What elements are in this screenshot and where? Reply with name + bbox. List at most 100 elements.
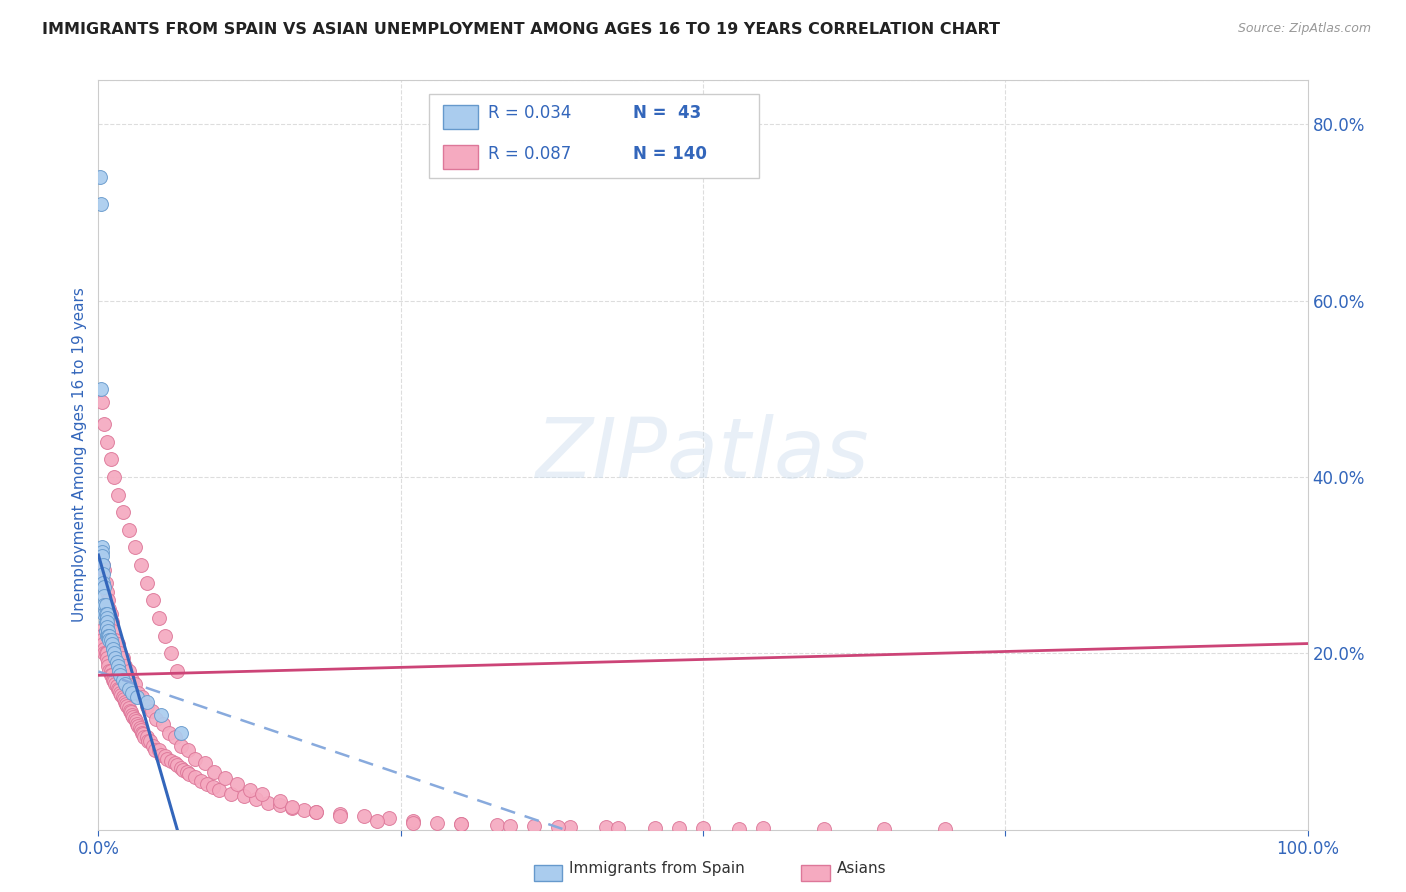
Point <box>96 646 118 660</box>
Point <box>91 629 114 643</box>
Point <box>103 674 125 689</box>
Point <box>93 641 115 656</box>
Point <box>129 723 152 737</box>
Point <box>329 806 352 821</box>
Point <box>486 818 509 832</box>
Point <box>96 607 118 621</box>
Point <box>105 655 128 669</box>
Point <box>135 699 157 714</box>
Point <box>129 558 152 573</box>
Point <box>135 730 157 744</box>
Point <box>728 822 751 836</box>
Point <box>426 815 449 830</box>
Point <box>226 777 249 791</box>
Point <box>169 761 191 775</box>
Point <box>121 686 143 700</box>
Point <box>450 817 472 831</box>
Point <box>595 820 617 834</box>
Point <box>89 170 111 185</box>
Point <box>89 624 111 639</box>
Point <box>150 747 173 762</box>
Point <box>96 434 118 449</box>
Point <box>194 756 217 771</box>
Point <box>105 679 128 693</box>
Point <box>214 772 236 786</box>
Point <box>169 739 191 753</box>
Point <box>132 727 155 741</box>
Point <box>93 646 115 660</box>
Point <box>98 633 121 648</box>
Point <box>93 589 115 603</box>
Text: Asians: Asians <box>837 862 886 876</box>
Point <box>136 734 159 748</box>
Point <box>96 650 118 665</box>
Point <box>523 819 546 833</box>
Point <box>100 633 122 648</box>
Point <box>93 580 115 594</box>
Point <box>91 545 114 559</box>
Point <box>104 650 127 665</box>
Text: N = 140: N = 140 <box>633 145 707 162</box>
Point <box>547 820 569 834</box>
Point <box>177 743 200 757</box>
Point <box>104 677 127 691</box>
Point <box>90 196 112 211</box>
Point <box>145 712 167 726</box>
Point <box>112 692 135 706</box>
Point <box>93 607 115 621</box>
Point <box>108 683 131 698</box>
Point <box>91 558 114 573</box>
Point <box>107 659 129 673</box>
Point <box>100 452 122 467</box>
Text: N =  43: N = 43 <box>633 104 702 122</box>
Point <box>91 637 114 651</box>
Point <box>184 752 207 766</box>
Point <box>124 541 146 555</box>
Point <box>498 819 520 833</box>
Point <box>221 787 243 801</box>
Point <box>245 791 267 805</box>
Point <box>107 681 129 696</box>
Text: Immigrants from Spain: Immigrants from Spain <box>569 862 745 876</box>
Point <box>91 549 114 564</box>
Point <box>97 629 120 643</box>
Point <box>100 615 122 630</box>
Point <box>166 664 188 678</box>
Point <box>100 664 122 678</box>
Point <box>152 716 174 731</box>
Text: IMMIGRANTS FROM SPAIN VS ASIAN UNEMPLOYMENT AMONG AGES 16 TO 19 YEARS CORRELATIO: IMMIGRANTS FROM SPAIN VS ASIAN UNEMPLOYM… <box>42 22 1000 37</box>
Point <box>118 681 141 696</box>
Point <box>94 615 117 630</box>
Point <box>122 710 145 724</box>
Point <box>269 794 291 808</box>
Point <box>450 817 472 831</box>
Point <box>108 664 131 678</box>
Point <box>873 822 896 836</box>
Point <box>142 739 165 753</box>
Point <box>269 797 291 812</box>
Point <box>115 697 138 711</box>
Point <box>93 562 115 576</box>
Point <box>169 725 191 739</box>
Point <box>134 730 156 744</box>
Point <box>118 664 141 678</box>
Point <box>98 602 121 616</box>
Point <box>111 690 134 705</box>
Point <box>107 487 129 501</box>
Point <box>135 695 157 709</box>
Point <box>91 633 114 648</box>
Point <box>121 708 143 723</box>
Point <box>118 704 141 718</box>
Point <box>90 382 112 396</box>
Point <box>101 641 124 656</box>
Point <box>93 417 115 431</box>
Point <box>111 673 134 687</box>
Point <box>98 629 121 643</box>
Point <box>607 821 630 835</box>
Point <box>202 780 225 795</box>
Point <box>305 805 328 819</box>
Point <box>103 470 125 484</box>
Text: R = 0.087: R = 0.087 <box>488 145 571 162</box>
Point <box>131 690 153 705</box>
Point <box>107 637 129 651</box>
